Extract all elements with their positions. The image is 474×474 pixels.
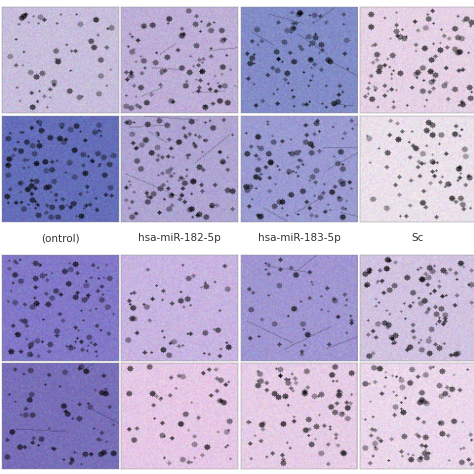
Text: hsa-miR-183-5p: hsa-miR-183-5p <box>257 233 340 243</box>
Text: (ontrol): (ontrol) <box>41 233 80 243</box>
Text: Sc: Sc <box>412 233 424 243</box>
Text: hsa-miR-182-5p: hsa-miR-182-5p <box>138 233 221 243</box>
